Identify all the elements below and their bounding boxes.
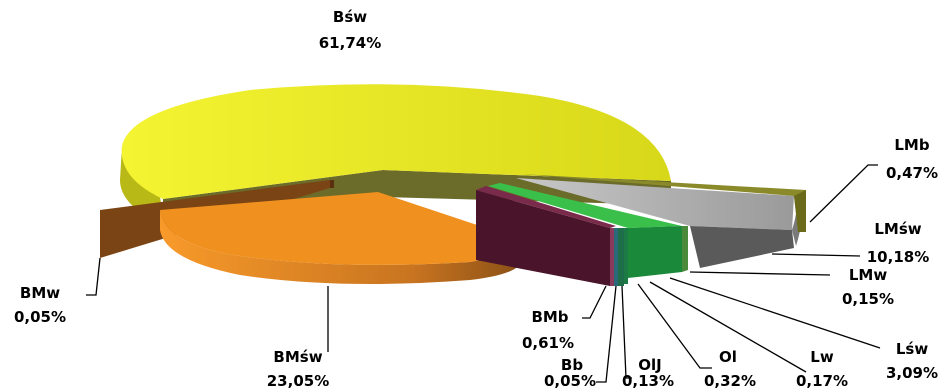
slice-lsw-top: [488, 183, 682, 228]
leader-bb: [596, 285, 617, 383]
slice-lmb-edge: [794, 190, 806, 232]
label-bmsw-name: BMśw: [273, 348, 322, 366]
label-bmb-name: BMb: [531, 308, 568, 326]
label-bmsw: BMśw 23,05%: [267, 348, 329, 389]
leader-bmw: [86, 257, 101, 296]
slice-lmb: [520, 174, 806, 232]
label-lmsw: LMśw 10,18%: [867, 220, 929, 266]
label-bmb-value: 0,61%: [522, 334, 574, 352]
label-ol: Ol 0,32%: [704, 348, 756, 389]
slice-ol: [618, 228, 624, 286]
slice-lmb-face: [520, 174, 806, 230]
label-lsw-value: 3,09%: [886, 364, 938, 382]
leader-ol: [637, 283, 712, 369]
label-lsw-name: Lśw: [896, 340, 928, 358]
slice-lmsw-top: [516, 178, 794, 230]
slice-lsw-face: [628, 226, 682, 278]
leader-bmb: [582, 285, 607, 319]
label-lmb: LMb 0,47%: [886, 136, 938, 182]
slice-bmsw: [160, 192, 522, 284]
slice-bmb: [476, 186, 616, 286]
label-olj: OlJ 0,13%: [622, 356, 674, 389]
slice-bmw-edge: [330, 180, 334, 188]
leader-lw: [649, 281, 807, 373]
label-bb: Bb 0,05%: [544, 356, 596, 389]
leader-lines: [86, 164, 881, 383]
label-bsw-name: Bśw: [333, 8, 367, 26]
slice-lsw: [488, 183, 682, 278]
label-bmw-value: 0,05%: [14, 308, 66, 326]
slice-lmsw-side: [690, 226, 794, 268]
label-olj-value: 0,13%: [622, 372, 674, 389]
slice-bsw-top: [121, 84, 672, 199]
label-lmw: LMw 0,15%: [842, 266, 894, 308]
label-bmw-name: BMw: [20, 284, 60, 302]
label-lmw-name: LMw: [849, 266, 887, 284]
label-lmw-value: 0,15%: [842, 290, 894, 308]
leader-lmb: [809, 164, 878, 223]
slice-lmw: [682, 226, 688, 272]
label-lmsw-name: LMśw: [874, 220, 921, 238]
leader-lmw: [689, 271, 831, 276]
slice-lw: [624, 228, 628, 284]
label-bmb: BMb 0,61%: [522, 308, 574, 352]
leader-olj: [621, 285, 632, 379]
label-ol-value: 0,32%: [704, 372, 756, 389]
label-bsw-value: 61,74%: [319, 34, 381, 52]
slice-bmsw-top: [160, 192, 522, 265]
leader-lsw: [669, 277, 881, 349]
label-lmsw-value: 10,18%: [867, 248, 929, 266]
label-olj-name: OlJ: [638, 356, 661, 374]
label-bb-name: Bb: [561, 356, 583, 374]
label-ol-name: Ol: [719, 348, 737, 366]
slice-bmsw-side: [160, 210, 522, 284]
slice-olj: [614, 228, 618, 286]
label-bsw: Bśw 61,74%: [319, 8, 381, 52]
label-lw: Lw 0,17%: [796, 348, 848, 389]
label-lmb-value: 0,47%: [886, 164, 938, 182]
slice-bb: [610, 228, 614, 286]
label-bmw: BMw 0,05%: [14, 284, 66, 326]
slice-bmb-edge: [476, 186, 616, 228]
label-lw-name: Lw: [810, 348, 834, 366]
label-lmb-name: LMb: [894, 136, 929, 154]
label-lsw: Lśw 3,09%: [886, 340, 938, 382]
slice-bmb-face: [476, 190, 610, 286]
label-lw-value: 0,17%: [796, 372, 848, 389]
leader-lmsw: [771, 253, 861, 257]
label-bb-value: 0,05%: [544, 372, 596, 389]
label-bmsw-value: 23,05%: [267, 372, 329, 389]
